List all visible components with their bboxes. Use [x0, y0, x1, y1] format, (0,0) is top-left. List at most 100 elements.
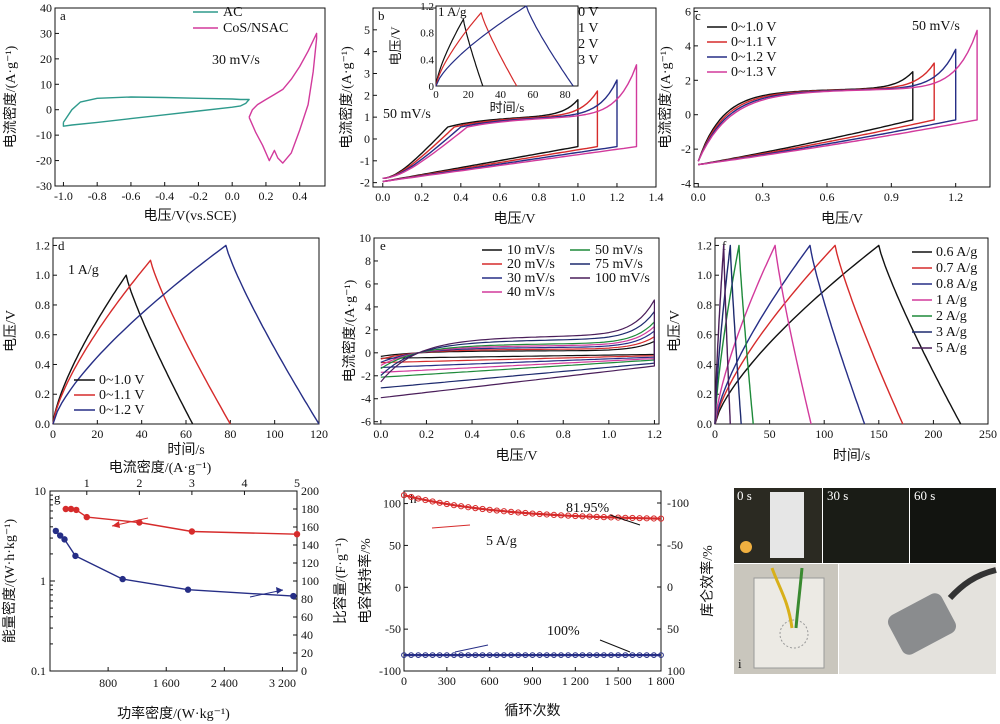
inset-x-tick-label: 60 — [527, 89, 539, 101]
series-0-point — [479, 505, 486, 513]
series-0-point — [600, 514, 607, 521]
panel-letter: a — [60, 8, 66, 23]
x-tick-label: 0.2 — [419, 427, 434, 441]
y-tick-label: 10 — [359, 231, 371, 245]
y-tick-label: 4 — [364, 45, 370, 59]
x-tick-label: 1.0 — [601, 427, 616, 441]
x-axis-label: 电压/V — [496, 448, 538, 464]
legend-label: 100 mV/s — [595, 271, 650, 286]
x-tick-label: -0.8 — [88, 189, 107, 203]
y-right-tick-label: 200 — [301, 484, 319, 498]
legend-label: 20 mV/s — [507, 257, 555, 272]
series-1-line — [65, 508, 298, 535]
x-tick-label: 0.9 — [884, 190, 899, 204]
legend-label: 0~1.2 V — [731, 50, 776, 65]
series-0-point — [507, 508, 515, 515]
x-axis-label: 循环次数 — [505, 703, 561, 719]
y-axis-label: 电压/V — [667, 310, 683, 352]
inset-x-tick-label: 20 — [463, 89, 475, 101]
y-right-tick-label: 100 — [301, 574, 319, 588]
legend-label: 30 mV/s — [507, 271, 555, 286]
arrow-head — [276, 587, 283, 594]
series-1-point — [73, 506, 80, 514]
y-tick-label: 40 — [40, 1, 52, 15]
legend-label: 0~1.3 V — [731, 65, 776, 80]
x-tick-label: 800 — [99, 676, 117, 690]
y-tick-label: 0 — [685, 108, 691, 122]
series-0-point — [543, 511, 550, 518]
y-tick-label: 0.6 — [35, 328, 50, 342]
x-axis-label: 电压/V(vs.SCE) — [144, 208, 237, 224]
series-0-line — [55, 530, 294, 597]
annotation: 50 mV/s — [912, 19, 960, 34]
legend-label: 0~1.2 V — [99, 403, 144, 418]
series-1-point — [515, 652, 522, 658]
series-6-line — [714, 244, 731, 425]
panel-c: 0.0 0.3 0.6 0.9 1.2 -4 -2 0 2 4 6 电压/V 电流密度/(A·g⁻¹) c… — [657, 4, 991, 227]
y-tick-label: -30 — [36, 179, 52, 193]
x-tick-label: 0.2 — [258, 189, 273, 203]
photo-30s — [823, 488, 909, 563]
speaker-box — [753, 577, 825, 669]
x-tick-label: 0.8 — [556, 427, 571, 441]
series-0-point — [572, 512, 579, 520]
arrow-head — [112, 521, 120, 528]
x-top-axis-label: 电流密度/(A·g⁻¹) — [109, 459, 212, 476]
panel-letter: e — [380, 238, 386, 253]
inset-y-label: 电压/V — [388, 26, 403, 66]
x-tick-label: 0.6 — [510, 427, 525, 441]
x-tick-label: 600 — [481, 674, 499, 688]
legend-label: 0~1.0 V — [731, 20, 776, 35]
panel-letter: c — [695, 8, 701, 23]
x-tick-label: 3 200 — [269, 676, 296, 690]
legend-label: 0.8 A/g — [936, 277, 977, 292]
series-0-point — [522, 509, 529, 517]
annotation: 100% — [547, 624, 580, 639]
plot-frame — [693, 7, 991, 188]
legend-label: 50 mV/s — [595, 243, 643, 258]
series-1-line — [714, 244, 904, 425]
x-tick-label: 120 — [310, 427, 328, 441]
series-1-line — [697, 62, 935, 166]
legend-label: CoS/NSAC — [223, 21, 288, 36]
y-tick-label: -4 — [681, 177, 691, 191]
y-tick-label: -6 — [361, 415, 371, 429]
y-tick-label: -2 — [681, 142, 691, 156]
series-1-point — [622, 652, 629, 658]
series-0-point — [607, 514, 615, 521]
series-0-point — [650, 515, 657, 522]
series-0-point — [429, 498, 436, 505]
x-tick-label: 40 — [136, 427, 148, 441]
y-right-tick-label: 20 — [301, 646, 313, 660]
series-5-line — [714, 244, 742, 425]
y-tick-label: 0.0 — [697, 417, 712, 431]
annotation: 5 A/g — [486, 534, 517, 549]
inset-x-tick-label: 80 — [560, 89, 572, 101]
x-tick-label: 200 — [924, 427, 942, 441]
panel-b: 0.0 0.2 0.4 0.6 0.8 1.0 1.2 1.4 -2 -1 0 1 2 3 4 5 电压/V 电流… — [338, 1, 664, 227]
series-0-point — [515, 509, 522, 516]
led-glow — [740, 541, 752, 553]
y-tick-label: 1 — [364, 110, 370, 124]
series-1-point — [536, 652, 543, 658]
series-0-point — [443, 500, 450, 508]
annotation: 50 mV/s — [383, 107, 431, 122]
inset-series-1-line — [435, 12, 518, 87]
y-right-tick-label: 0 — [301, 664, 307, 678]
series-1-point — [422, 652, 429, 658]
panel-a: -1.0 -0.8 -0.6 -0.4 -0.2 0.0 0.2 0.4 -30 -20 -10 0 1… — [2, 1, 326, 224]
arrow-left — [454, 644, 489, 653]
series-0-point — [61, 536, 68, 543]
y-tick-label: 8 — [365, 254, 371, 268]
plot-frame — [54, 7, 326, 187]
photo-60s — [910, 488, 996, 563]
series-0-point — [450, 502, 458, 509]
photo-time-label: 30 s — [827, 488, 848, 503]
y-tick-label: 0 — [46, 103, 52, 117]
legend-label: 0~1.0 V — [99, 373, 144, 388]
series-0-line — [52, 274, 194, 425]
series-0-point — [529, 510, 536, 517]
series-1-point — [429, 652, 436, 658]
y-right-tick-label: 60 — [301, 610, 313, 624]
y-right-tick-label: 180 — [301, 502, 319, 516]
